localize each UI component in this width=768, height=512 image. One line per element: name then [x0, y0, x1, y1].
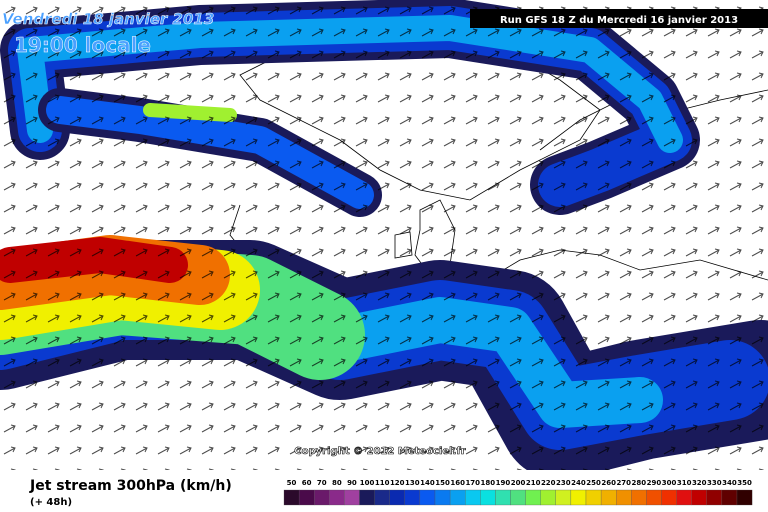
colorbar-swatch: [525, 489, 541, 506]
colorbar: 50 60 70 80 90 100 110 120 130 140 150 160 170 180 190…: [283, 479, 753, 506]
colorbar-label: 210: [526, 479, 541, 487]
colorbar-swatch: [736, 489, 753, 506]
colorbar-swatch: [676, 489, 692, 506]
colorbar-label: 240: [571, 479, 586, 487]
colorbar-label: 50: [287, 479, 297, 487]
colorbar-label: 60: [302, 479, 312, 487]
time-label: 19:00 locale: [14, 33, 151, 57]
lead-time: (+ 48h): [30, 497, 72, 508]
colorbar-swatch: [329, 489, 345, 506]
colorbar-label: 80: [332, 479, 342, 487]
legend-title: Jet stream 300hPa (km/h): [29, 478, 232, 494]
colorbar-swatch: [419, 489, 436, 506]
colorbar-swatch: [344, 489, 360, 506]
colorbar-swatch: [661, 489, 677, 506]
colorbar-swatch: [540, 489, 556, 506]
colorbar-swatch: [555, 489, 572, 506]
colorbar-swatch: [314, 489, 330, 506]
colorbar-swatch: [298, 489, 315, 506]
colorbar-label: 70: [317, 479, 327, 487]
colorbar-label: 320: [692, 479, 707, 487]
colorbar-label: 220: [541, 479, 556, 487]
colorbar-label: 280: [632, 479, 647, 487]
colorbar-swatch: [495, 489, 511, 506]
colorbar-label: 140: [420, 479, 435, 487]
run-box: [470, 9, 768, 28]
colorbar-label: 150: [435, 479, 450, 487]
colorbar-label: 130: [405, 479, 420, 487]
colorbar-label: 270: [616, 479, 631, 487]
colorbar-swatch: [389, 489, 405, 506]
colorbar-label: 170: [465, 479, 480, 487]
colorbar-label: 100: [360, 479, 375, 487]
colorbar-label: 350: [737, 479, 752, 487]
colorbar-label: 340: [722, 479, 737, 487]
colorbar-label: 330: [707, 479, 722, 487]
colorbar-swatch: [691, 489, 707, 506]
colorbar-label: 120: [390, 479, 405, 487]
colorbar-label: 180: [481, 479, 496, 487]
colorbar-label: 290: [647, 479, 662, 487]
colorbar-label: 260: [601, 479, 616, 487]
date-label: Vendredi 18 janvier 2013: [2, 10, 214, 28]
colorbar-swatch: [434, 489, 451, 506]
colorbar-swatch: [721, 489, 738, 506]
colorbar-swatch: [480, 489, 496, 506]
map: Vendredi 18 janvier 2013 19:00 locale Ru…: [0, 0, 768, 470]
colorbar-swatch: [706, 489, 723, 506]
colorbar-swatch: [374, 489, 390, 506]
colorbar-swatch: [631, 489, 647, 506]
colorbar-label: 310: [677, 479, 692, 487]
colorbar-label: 300: [662, 479, 677, 487]
colorbar-swatch: [616, 489, 632, 506]
colorbar-swatch: [449, 489, 466, 506]
colorbar-label: 110: [375, 479, 390, 487]
colorbar-label: 190: [496, 479, 511, 487]
colorbar-swatch: [404, 489, 421, 506]
colorbar-swatch: [646, 489, 662, 506]
colorbar-swatch: [600, 489, 617, 506]
run-label: Run GFS 18 Z du Mercredi 16 janvier 2013: [500, 15, 738, 26]
colorbar-swatch: [585, 489, 602, 506]
copyright: Copyright © 2012 Meteociel.fr: [294, 446, 465, 457]
colorbar-swatch: [283, 489, 300, 506]
colorbar-swatch: [510, 489, 526, 506]
colorbar-label: 90: [347, 479, 357, 487]
colorbar-label: 160: [450, 479, 465, 487]
colorbar-swatch: [570, 489, 587, 506]
colorbar-swatch: [465, 489, 481, 506]
colorbar-label: 230: [556, 479, 571, 487]
colorbar-label: 250: [586, 479, 601, 487]
colorbar-swatch: [359, 489, 375, 506]
colorbar-label: 200: [511, 479, 526, 487]
